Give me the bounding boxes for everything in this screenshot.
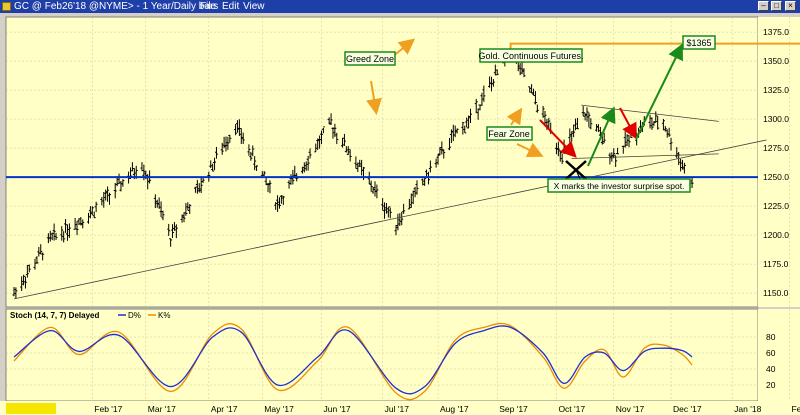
date-tick-label: Aug '17 [440,404,469,414]
x-marks-text: X marks the investor surprise spot. [554,181,685,191]
rising-trendline [13,139,767,300]
menu-edit[interactable]: Edit [222,1,240,12]
date-tick-label: Jan '18 [734,404,761,414]
stoch-legend: Stoch (14, 7, 7) Delayed D% K% [10,311,170,320]
price-tick-label: 1375.0 [763,27,789,37]
stoch-axis-ticks: 20 40 60 80 [766,332,776,390]
title-bar[interactable]: GC @ Feb26'18 @NYME> - 1 Year/Daily bars… [0,0,800,13]
stoch-tick-label: 60 [766,348,776,358]
annotation-arrows [366,38,683,180]
date-tick-label: Feb '17 [94,404,122,414]
date-tick-label: Jul '17 [385,404,410,414]
fear-zone-text: Fear Zone [488,129,530,139]
drop-arrow-red-2 [619,107,637,140]
legend-d: D% [128,311,141,320]
date-axis-bg [0,401,800,415]
date-tick-label: Sep '17 [499,404,528,414]
target-text: $1365 [686,38,711,48]
price-tick-label: 1150.0 [763,288,789,298]
app-icon [2,2,11,11]
price-tick-label: 1225.0 [763,201,789,211]
stoch-k-line [13,322,693,401]
legend-k: K% [158,311,170,320]
date-tick-label: Oct '17 [558,404,585,414]
price-axis-ticks: 1150.0 1175.0 1200.0 1225.0 1250.0 1275.0 1300… [763,27,789,298]
price-tick-label: 1200.0 [763,230,789,240]
close-button[interactable]: × [785,1,796,11]
price-tick-label: 1250.0 [763,172,789,182]
grid-lines [6,17,790,401]
greed-zone-text: Greed Zone [346,54,394,64]
rise-arrow-green-1 [587,106,616,167]
rise-arrow-green-2 [635,43,683,140]
menu-file[interactable]: File [200,1,217,12]
price-tick-label: 1350.0 [763,56,789,66]
greed-zone-label: Greed Zone [344,51,396,66]
triangle-lower-line [571,153,719,159]
gold-futures-label: Gold. Continuous Futures. [478,48,584,63]
date-tick-label: Apr '17 [211,404,238,414]
fear-zone-arrow [506,107,523,126]
price-tick-label: 1325.0 [763,85,789,95]
price-tick-label: 1175.0 [763,259,789,269]
window-title: GC @ Feb26'18 @NYME> - 1 Year/Daily bars [14,1,219,12]
price-chart: 1150.0 1175.0 1200.0 1225.0 1250.0 1275.0 1300… [0,16,800,415]
date-tick-label: Jun '17 [324,404,351,414]
minimize-button[interactable]: – [758,1,769,11]
target-label: $1365 [682,35,716,50]
maximize-button[interactable]: □ [771,1,782,11]
menu-view[interactable]: View [243,1,265,12]
stoch-tick-label: 80 [766,332,776,342]
date-tick-label: May '17 [264,404,294,414]
date-tick-label: Dec '17 [673,404,702,414]
drop-arrow-red-1 [539,119,577,158]
date-tick-label: Mar '17 [148,404,176,414]
first-date-highlight [6,403,56,414]
date-tick-label: Nov '17 [616,404,645,414]
price-tick-label: 1275.0 [763,143,789,153]
price-tick-label: 1300.0 [763,114,789,124]
stoch-tick-label: 20 [766,380,776,390]
price-axis-bg [758,17,800,307]
x-marks-label: X marks the investor surprise spot. [547,178,691,193]
fear-zone-label: Fear Zone [486,126,533,141]
stoch-tick-label: 40 [766,364,776,374]
stoch-axis-bg [758,309,800,401]
date-tick-label: Feb '18 [791,404,800,414]
gold-futures-text: Gold. Continuous Futures. [478,51,583,61]
greed-zone-arrow [366,80,382,115]
stochastic-lines [13,322,693,401]
x-mark-pointer [575,169,581,180]
fear-zone-arrow-2 [516,142,544,158]
stoch-d-line [13,325,693,395]
stoch-title: Stoch (14, 7, 7) Delayed [10,311,99,320]
stoch-panel-bg [5,308,759,402]
